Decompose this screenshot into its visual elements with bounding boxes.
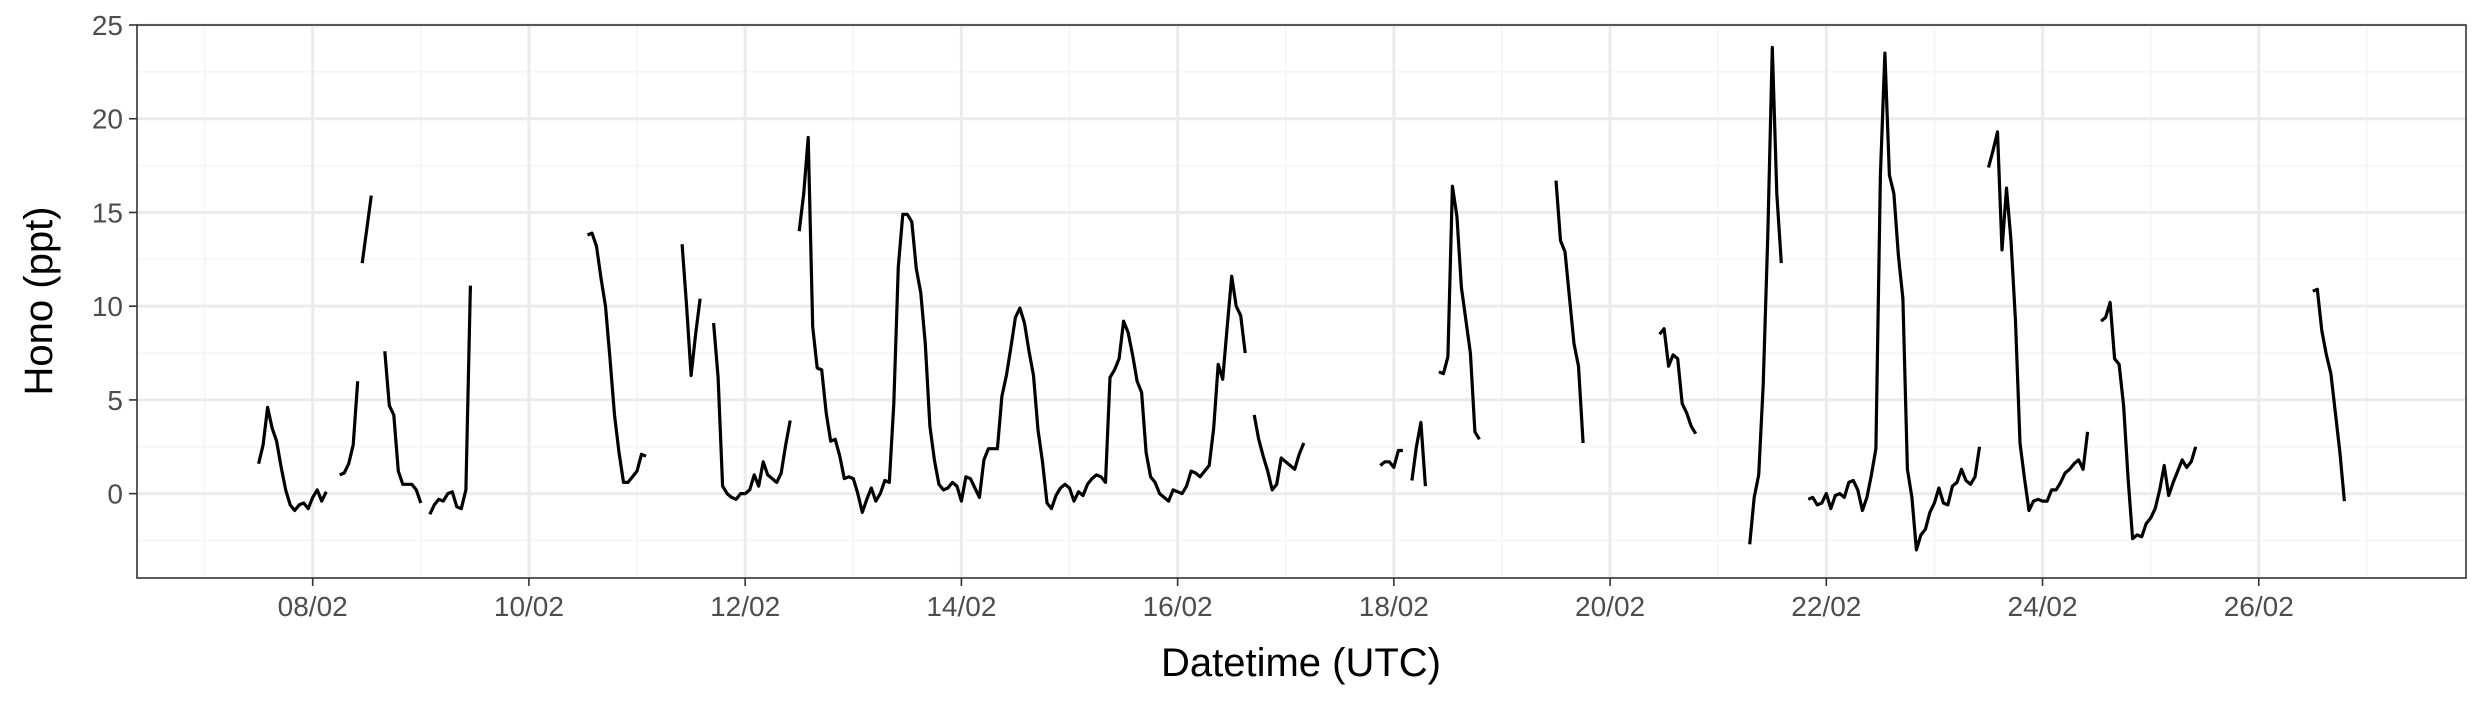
x-axis-title: Datetime (UTC) [1161, 641, 1441, 685]
series-line-segment-17 [1807, 51, 1982, 552]
x-tick-label: 22/02 [1791, 591, 1861, 622]
series-line-segment-11 [1379, 448, 1403, 469]
y-tick-label: 0 [107, 479, 123, 510]
series-line-segment-10 [1252, 414, 1306, 492]
series-line-segment-7 [680, 244, 702, 378]
series-line-segment-6 [586, 231, 647, 484]
series-line-segment-4 [383, 351, 423, 504]
x-tick-label: 10/02 [494, 591, 564, 622]
x-tick-label: 18/02 [1359, 591, 1429, 622]
series-line-segment-19 [2100, 300, 2198, 541]
x-tick-label: 08/02 [278, 591, 348, 622]
y-tick-label: 20 [92, 104, 123, 135]
series-line-segment-20 [2312, 287, 2346, 502]
x-tick-label: 24/02 [2008, 591, 2078, 622]
series-line-segment-18 [1986, 130, 2090, 513]
series-line-segment-5 [428, 285, 472, 515]
y-tick-label: 5 [107, 385, 123, 416]
series-line-segment-3 [360, 195, 373, 264]
y-axis-ticks: 0 5 10 15 20 25 [92, 10, 137, 510]
x-tick-label: 26/02 [2224, 591, 2294, 622]
series-line-segment-9 [797, 135, 1247, 515]
series-line-segment-2 [339, 381, 360, 477]
series-line-segment-13 [1438, 184, 1481, 441]
series-line-segment-8 [712, 322, 792, 501]
y-axis-title: Hono (ppt) [17, 207, 61, 396]
x-tick-label: 16/02 [1143, 591, 1213, 622]
y-tick-label: 10 [92, 291, 123, 322]
panel-border [136, 24, 2467, 579]
series-line-segment-16 [1748, 45, 1783, 545]
x-axis-ticks: 08/02 10/02 12/02 14/02 16/02 18/02 20/02 22/02… [278, 578, 2294, 622]
series-line-segment-1 [257, 405, 328, 513]
series-line-segment-12 [1410, 420, 1427, 487]
x-tick-label: 12/02 [710, 591, 780, 622]
series-line-segment-14 [1554, 180, 1585, 444]
series-line-segment-15 [1658, 327, 1698, 435]
series-layer [257, 45, 2346, 552]
y-tick-label: 25 [92, 10, 123, 41]
x-tick-label: 20/02 [1575, 591, 1645, 622]
x-tick-label: 14/02 [926, 591, 996, 622]
y-tick-label: 15 [92, 197, 123, 228]
